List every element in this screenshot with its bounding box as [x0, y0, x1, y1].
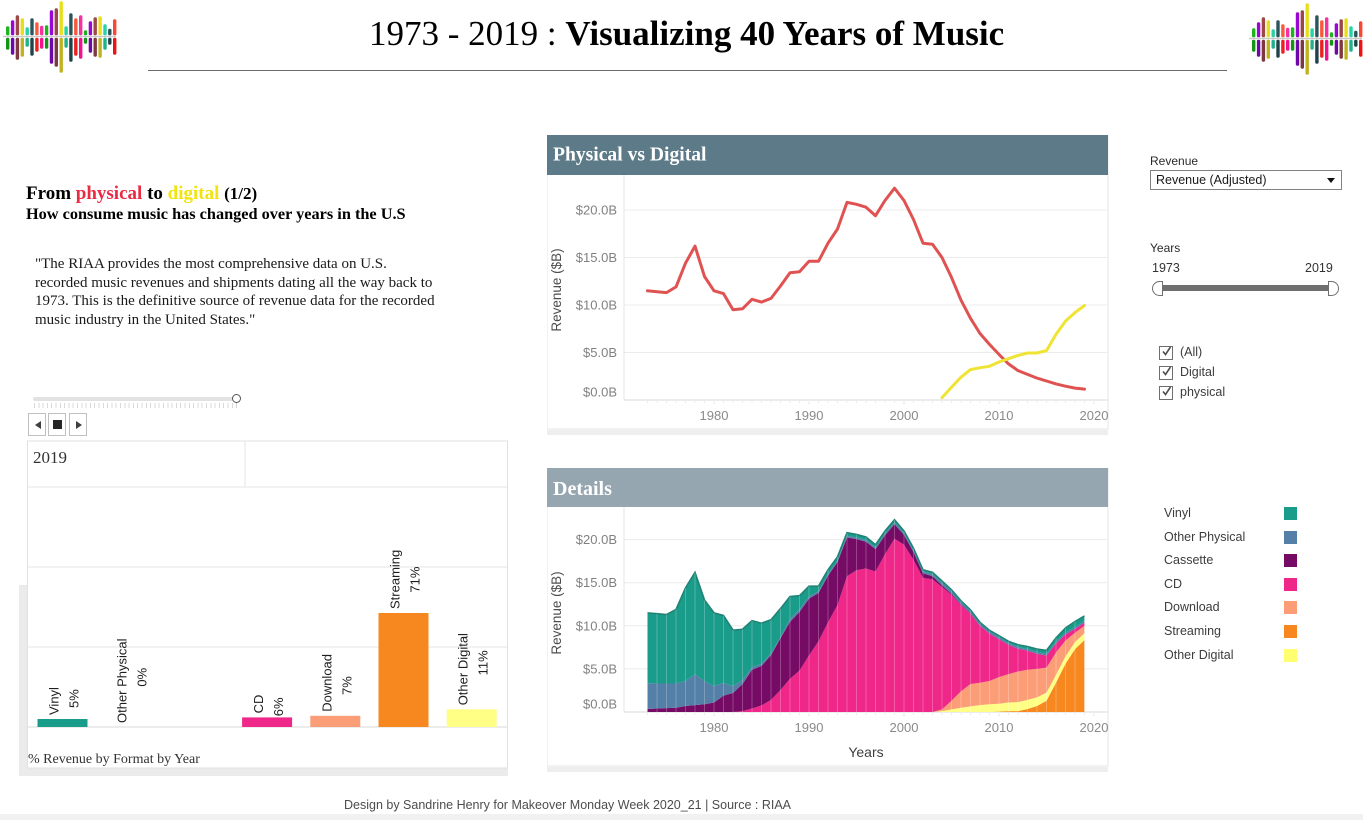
svg-text:71%: 71%: [408, 566, 423, 592]
svg-text:5%: 5%: [67, 689, 82, 708]
svg-text:$0.0B: $0.0B: [583, 697, 617, 712]
svg-text:1980: 1980: [700, 720, 729, 735]
svg-text:2020: 2020: [1080, 408, 1109, 423]
svg-text:$10.0B: $10.0B: [576, 618, 617, 633]
svg-text:$10.0B: $10.0B: [576, 298, 617, 313]
svg-text:Streaming: Streaming: [388, 550, 403, 609]
svg-text:Physical vs Digital: Physical vs Digital: [553, 145, 707, 166]
svg-text:2010: 2010: [985, 720, 1014, 735]
svg-text:$0.0B: $0.0B: [583, 385, 617, 400]
svg-text:CD: CD: [251, 695, 266, 714]
svg-text:2000: 2000: [890, 720, 919, 735]
svg-text:1980: 1980: [700, 408, 729, 423]
svg-text:$15.0B: $15.0B: [576, 250, 617, 265]
svg-text:Details: Details: [553, 478, 612, 500]
svg-text:1990: 1990: [795, 408, 824, 423]
svg-text:Other Digital: Other Digital: [456, 633, 471, 705]
svg-text:$20.0B: $20.0B: [576, 203, 617, 218]
svg-text:$5.0B: $5.0B: [583, 661, 617, 676]
svg-text:$20.0B: $20.0B: [576, 532, 617, 547]
svg-text:$5.0B: $5.0B: [583, 345, 617, 360]
svg-text:$15.0B: $15.0B: [576, 575, 617, 590]
svg-text:6%: 6%: [271, 697, 286, 716]
svg-text:Download: Download: [319, 654, 334, 712]
svg-text:7%: 7%: [339, 676, 354, 695]
svg-text:Other Physical: Other Physical: [115, 638, 130, 723]
svg-text:2019: 2019: [33, 448, 67, 467]
svg-text:2020: 2020: [1080, 720, 1109, 735]
svg-text:Revenue ($B): Revenue ($B): [549, 571, 564, 654]
svg-text:Years: Years: [848, 744, 883, 760]
svg-text:% Revenue by Format by Year: % Revenue by Format by Year: [28, 752, 200, 767]
svg-text:Vinyl: Vinyl: [47, 687, 62, 715]
svg-text:11%: 11%: [476, 650, 491, 675]
svg-text:0%: 0%: [135, 667, 150, 686]
svg-text:Revenue ($B): Revenue ($B): [549, 248, 564, 331]
svg-text:1990: 1990: [795, 720, 824, 735]
svg-text:2010: 2010: [985, 408, 1014, 423]
svg-text:2000: 2000: [890, 408, 919, 423]
